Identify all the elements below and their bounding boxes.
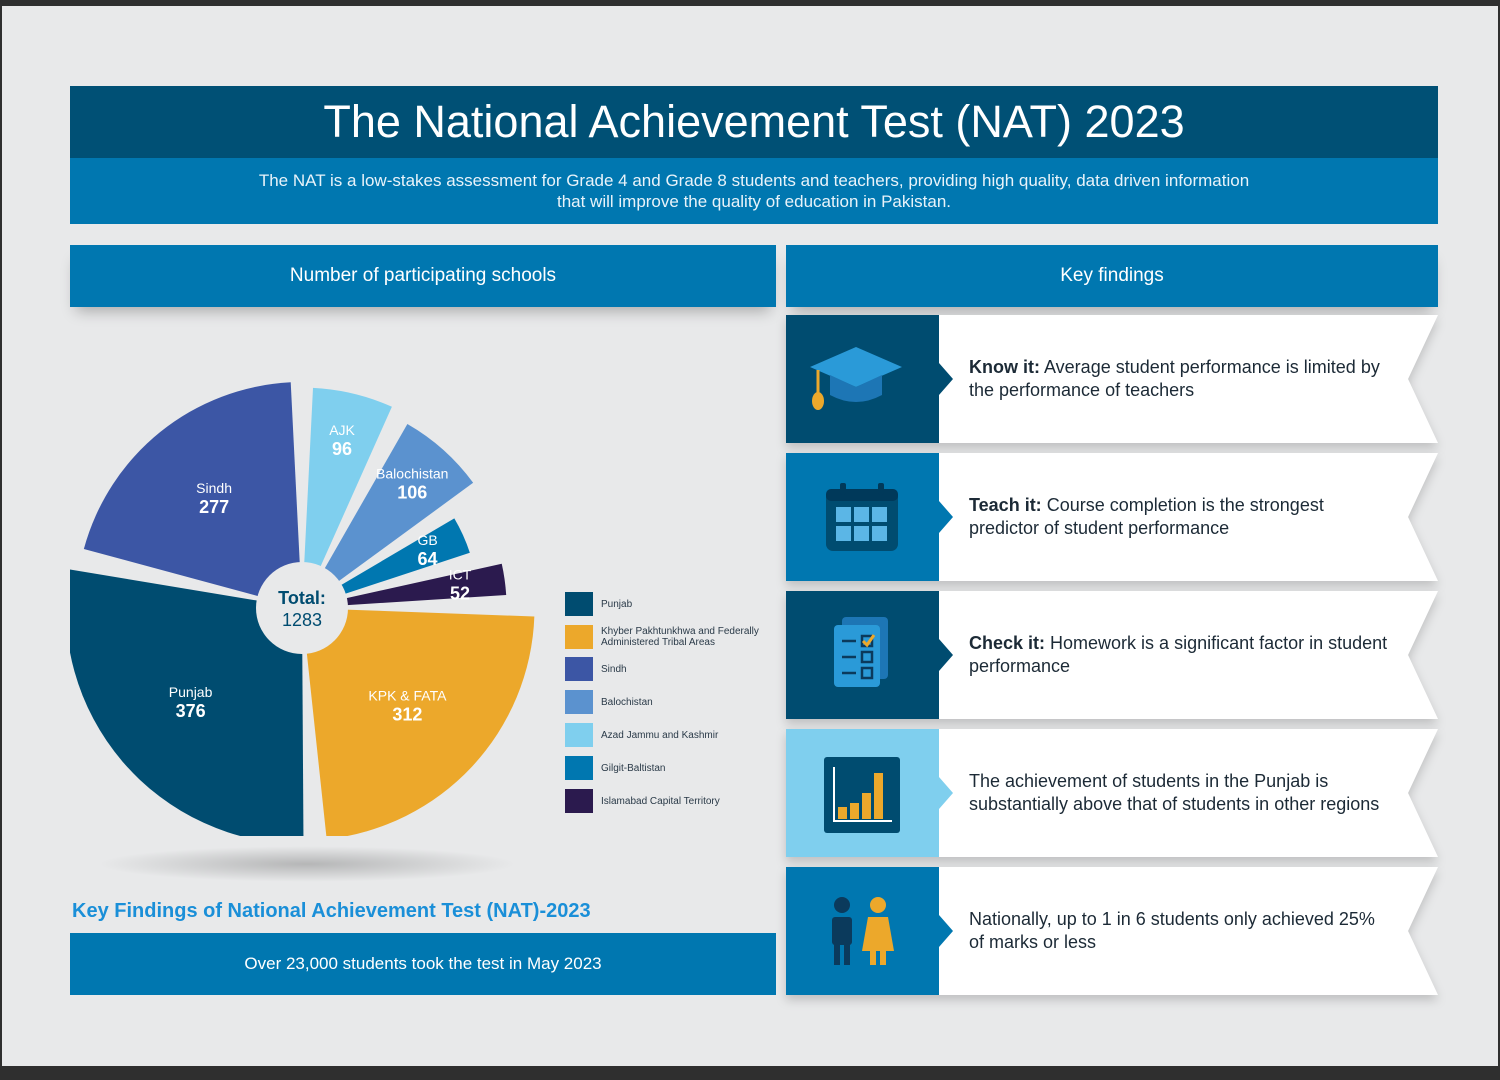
- slice-label: KPK & FATA: [368, 687, 447, 703]
- finding-card-body: [939, 867, 1438, 995]
- finding-card-body: [939, 315, 1438, 443]
- finding-card: Nationally, up to 1 in 6 students only a…: [786, 867, 1438, 995]
- legend-swatch: [565, 690, 593, 714]
- pie-slice-balochistan: [314, 424, 474, 593]
- slice-label: Sindh: [196, 480, 232, 496]
- finding-pointer: [939, 501, 953, 533]
- legend-swatch: [565, 592, 593, 616]
- students-icon: [822, 893, 902, 974]
- legend-label: Sindh: [601, 663, 627, 675]
- slice-label: ICT: [449, 567, 472, 583]
- pie-slice-ajk: [303, 387, 392, 585]
- key-findings-title: Key Findings of National Achievement Tes…: [72, 900, 591, 922]
- slice-label: AJK: [329, 422, 355, 438]
- subtitle-text: The NAT is a low-stakes assessment for G…: [258, 171, 1250, 211]
- legend-item: Sindh: [565, 657, 777, 681]
- pie-slice-ict: [327, 563, 507, 607]
- legend-swatch: [565, 657, 593, 681]
- finding-text: Nationally, up to 1 in 6 students only a…: [969, 908, 1375, 953]
- legend-item: Azad Jammu and Kashmir: [565, 723, 777, 747]
- legend-swatch: [565, 723, 593, 747]
- students-banner: Over 23,000 students took the test in Ma…: [70, 933, 776, 995]
- legend-item: Balochistan: [565, 690, 777, 714]
- finding-pointer: [939, 777, 953, 809]
- pie-center: [256, 562, 348, 654]
- finding-pointer: [939, 363, 953, 395]
- pie-slice-punjab: [70, 569, 304, 836]
- calendar-icon: [822, 481, 902, 560]
- slice-value: 106: [397, 483, 427, 503]
- legend-label: Gilgit-Baltistan: [601, 762, 666, 774]
- total-value: 1283: [282, 610, 322, 630]
- finding-card-body: [939, 453, 1438, 581]
- finding-lead: Check it:: [969, 632, 1046, 653]
- pie-slice-gb: [324, 518, 470, 600]
- checklist-icon: [828, 615, 898, 696]
- slice-value: 277: [199, 497, 229, 517]
- legend-item: Khyber Pakhtunkhwa and Federally Adminis…: [565, 625, 777, 649]
- pie-slice-sindh: [83, 382, 301, 602]
- page-subtitle: The NAT is a low-stakes assessment for G…: [70, 158, 1438, 224]
- slice-value: 96: [332, 439, 352, 459]
- finding-text: The achievement of students in the Punja…: [969, 770, 1380, 815]
- slice-label: Balochistan: [376, 466, 448, 482]
- slice-value: 376: [176, 701, 206, 721]
- slice-label: Punjab: [169, 684, 213, 700]
- finding-text: Check it: Homework is a significant fact…: [969, 632, 1388, 677]
- finding-card: Check it: Homework is a significant fact…: [786, 591, 1438, 719]
- finding-pointer: [939, 915, 953, 947]
- total-label: Total:: [278, 588, 326, 608]
- legend-label: Punjab: [601, 598, 633, 610]
- finding-card-body: [939, 591, 1438, 719]
- finding-text: Know it: Average student performance is …: [969, 356, 1380, 401]
- finding-card: Know it: Average student performance is …: [786, 315, 1438, 443]
- legend-item: Gilgit-Baltistan: [565, 756, 777, 780]
- finding-icon-box: [786, 867, 939, 995]
- finding-lead: Teach it:: [969, 494, 1042, 515]
- slice-value: 52: [450, 584, 470, 604]
- legend-label: Balochistan: [601, 696, 653, 708]
- finding-pointer: [939, 639, 953, 671]
- slice-value: 312: [392, 704, 422, 724]
- legend-label: Islamabad Capital Territory: [601, 795, 720, 807]
- page-title: The National Achievement Test (NAT) 2023: [70, 86, 1438, 158]
- legend-swatch: [565, 789, 593, 813]
- finding-text: Teach it: Course completion is the stron…: [969, 494, 1324, 539]
- bar-chart-icon: [822, 755, 902, 840]
- legend-item: Islamabad Capital Territory: [565, 789, 777, 813]
- legend-label: Khyber Pakhtunkhwa and Federally Adminis…: [601, 626, 759, 648]
- slice-label: GB: [417, 532, 437, 548]
- pie-slice-kpk-fata: [304, 608, 535, 836]
- pie-shadow: [97, 846, 517, 882]
- findings-section-header: Key findings: [786, 245, 1438, 307]
- finding-card: The achievement of students in the Punja…: [786, 729, 1438, 857]
- legend-swatch: [565, 756, 593, 780]
- legend-swatch: [565, 625, 593, 649]
- slice-value: 64: [418, 549, 438, 569]
- legend-label: Azad Jammu and Kashmir: [601, 729, 719, 741]
- schools-section-header: Number of participating schools: [70, 245, 776, 307]
- infographic-page: The National Achievement Test (NAT) 2023…: [2, 6, 1498, 1066]
- legend-item: Punjab: [565, 592, 777, 616]
- finding-lead: Know it:: [969, 356, 1040, 377]
- finding-card: Teach it: Course completion is the stron…: [786, 453, 1438, 581]
- graduation-cap-icon: [806, 345, 906, 420]
- finding-card-body: [939, 729, 1438, 857]
